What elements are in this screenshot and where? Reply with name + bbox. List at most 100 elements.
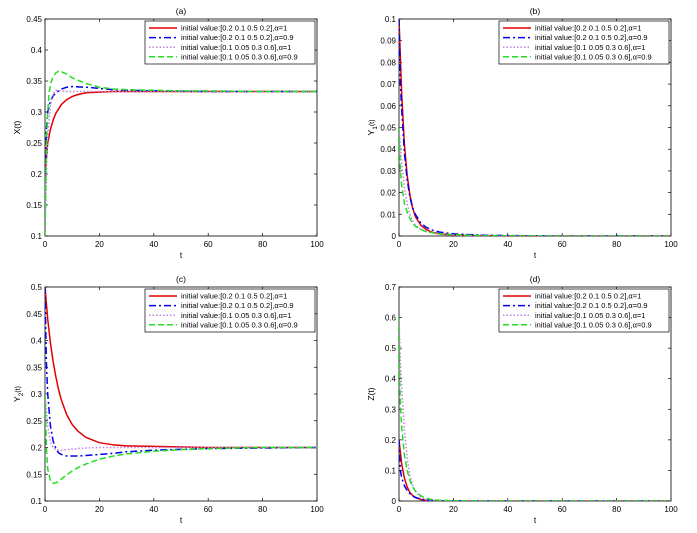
y-tick-label: 0.1 <box>31 232 43 241</box>
x-tick-label: 20 <box>449 505 458 514</box>
y-tick-label: 0.03 <box>380 167 396 176</box>
series-line-3 <box>399 317 671 501</box>
y-tick-label: 0.07 <box>380 80 396 89</box>
x-tick-label: 100 <box>664 240 678 249</box>
y-tick-label: 0.5 <box>385 344 397 353</box>
y-tick-label: 0.45 <box>26 15 42 24</box>
x-tick-label: 20 <box>95 505 104 514</box>
chart-title: (d) <box>530 274 541 284</box>
legend: initial value:[0.2 0.1 0.5 0.2],α=1initi… <box>144 288 316 333</box>
y-tick-label: 0.45 <box>26 310 42 319</box>
y-tick-label: 0.1 <box>31 497 43 506</box>
x-tick-label: 0 <box>43 240 48 249</box>
chart-panel-3: 0 20 40 60 80 100 0 0.1 0.2 0.3 0.4 0.5 0.6 0.7 (d) t Z(… <box>366 274 678 525</box>
legend: initial value:[0.2 0.1 0.5 0.2],α=1 initi… <box>144 20 316 65</box>
y-tick-label: 0.06 <box>380 102 396 111</box>
x-tick-label: 40 <box>503 240 512 249</box>
series-line-1 <box>399 439 671 501</box>
y-tick-label: 0.35 <box>26 363 42 372</box>
x-tick-label: 100 <box>310 505 324 514</box>
y-tick-label: 0.15 <box>26 470 42 479</box>
y-axis-label: Y1(t) <box>366 120 379 136</box>
series-line-0 <box>45 287 317 449</box>
x-tick-label: 0 <box>397 240 402 249</box>
y-tick-label: 0.3 <box>31 108 43 117</box>
series-line-3 <box>45 70 317 236</box>
legend-entry-0: initial value:[0.2 0.1 0.5 0.2],α=1 <box>535 24 641 33</box>
series-line-3 <box>399 127 671 236</box>
y-tick-label: 0 <box>392 232 397 241</box>
x-tick-label: 60 <box>558 240 567 249</box>
legend-entry-2: initial value:[0.1 0.05 0.3 0.6],α=1 <box>535 43 645 52</box>
x-axis-label: t <box>180 250 183 260</box>
legend-entry-2: initial value:[0.1 0.05 0.3 0.6],α=1 <box>181 311 291 320</box>
chart-panel-0: 0 20 40 60 80 100 0.1 0.15 0.2 0.25 0.3 0.35 0.4 0.45… <box>12 6 324 260</box>
y-tick-label: 0.3 <box>31 390 43 399</box>
series-line-0 <box>399 439 671 501</box>
series-group <box>45 70 317 236</box>
x-tick-label: 60 <box>558 505 567 514</box>
series-group <box>45 287 317 485</box>
y-tick-label: 0.2 <box>31 170 43 179</box>
y-axis-label: Z(t) <box>366 387 376 400</box>
y-tick-label: 0.05 <box>380 124 396 133</box>
x-tick-label: 100 <box>664 505 678 514</box>
chart-title: (a) <box>176 6 187 16</box>
legend-entry-2: initial value:[0.1 0.05 0.3 0.6],α=1 <box>535 311 645 320</box>
series-line-2 <box>399 317 671 501</box>
legend-entry-0: initial value:[0.2 0.1 0.5 0.2],α=1 <box>181 292 287 301</box>
x-tick-label: 40 <box>149 240 158 249</box>
y-tick-label: 0.09 <box>380 37 396 46</box>
x-tick-label: 20 <box>449 240 458 249</box>
series-line-3 <box>45 393 317 485</box>
x-tick-label: 20 <box>95 240 104 249</box>
y-tick-label: 0.2 <box>31 444 43 453</box>
legend: initial value:[0.2 0.1 0.5 0.2],α=1 initi… <box>498 20 670 65</box>
legend-entry-3: initial value:[0.1 0.05 0.3 0.6],α=0.9 <box>181 52 298 61</box>
y-tick-label: 0.3 <box>385 405 397 414</box>
y-tick-label: 0.35 <box>26 77 42 86</box>
y-tick-label: 0.4 <box>31 337 43 346</box>
x-tick-label: 80 <box>612 505 621 514</box>
x-tick-label: 60 <box>204 505 213 514</box>
legend-entry-1: initial value:[0.2 0.1 0.5 0.2],α=0.9 <box>181 301 294 310</box>
y-tick-label: 0.25 <box>26 417 42 426</box>
x-tick-label: 40 <box>503 505 512 514</box>
y-tick-label: 0.5 <box>31 283 43 292</box>
legend: initial value:[0.2 0.1 0.5 0.2],α=1 initi… <box>498 288 670 333</box>
series-line-1 <box>45 287 317 457</box>
x-tick-label: 0 <box>43 505 48 514</box>
y-tick-label: 0.04 <box>380 145 396 154</box>
series-line-2 <box>45 393 317 451</box>
y-tick-label: 0.2 <box>385 436 397 445</box>
legend-entry-3: initial value:[0.1 0.05 0.3 0.6],α=0.9 <box>535 320 652 329</box>
y-tick-label: 0.1 <box>385 15 397 24</box>
x-tick-label: 0 <box>397 505 402 514</box>
series-group <box>399 317 671 501</box>
x-axis-label: t <box>534 250 537 260</box>
chart-panel-1: 0 20 40 60 80 100 0 0.01 0.02 0.03 0.04 0.05 0.06 0.0… <box>366 6 678 260</box>
y-tick-label: 0.08 <box>380 58 396 67</box>
y-axis-label: Y2(t) <box>12 386 25 402</box>
y-tick-label: 0.15 <box>26 201 42 210</box>
x-tick-label: 80 <box>258 505 267 514</box>
x-tick-label: 80 <box>612 240 621 249</box>
y-tick-label: 0.1 <box>385 466 397 475</box>
y-tick-label: 0.4 <box>385 375 397 384</box>
y-tick-label: 0.01 <box>380 210 396 219</box>
y-tick-label: 0.4 <box>31 46 43 55</box>
legend-entry-3: initial value:[0.1 0.05 0.3 0.6],α=0.9 <box>181 320 298 329</box>
x-tick-label: 100 <box>310 240 324 249</box>
x-tick-label: 40 <box>149 505 158 514</box>
y-axis-label: X(t) <box>12 120 22 134</box>
y-tick-label: 0 <box>392 497 397 506</box>
legend-entry-0: initial value:[0.2 0.1 0.5 0.2],α=1 <box>535 292 641 301</box>
chart-title: (b) <box>530 6 541 16</box>
chart-panel-2: 0 20 40 60 80 100 0.1 0.15 0.2 0.25 0.3 0.35 0.4 0.45… <box>12 274 324 525</box>
y-tick-label: 0.6 <box>385 314 397 323</box>
x-axis-label: t <box>180 515 183 525</box>
legend-entry-3: initial value:[0.1 0.05 0.3 0.6],α=0.9 <box>535 52 652 61</box>
legend-entry-0: initial value:[0.2 0.1 0.5 0.2],α=1 <box>181 24 287 33</box>
legend-entry-2: initial value:[0.1 0.05 0.3 0.6],α=1 <box>181 43 291 52</box>
